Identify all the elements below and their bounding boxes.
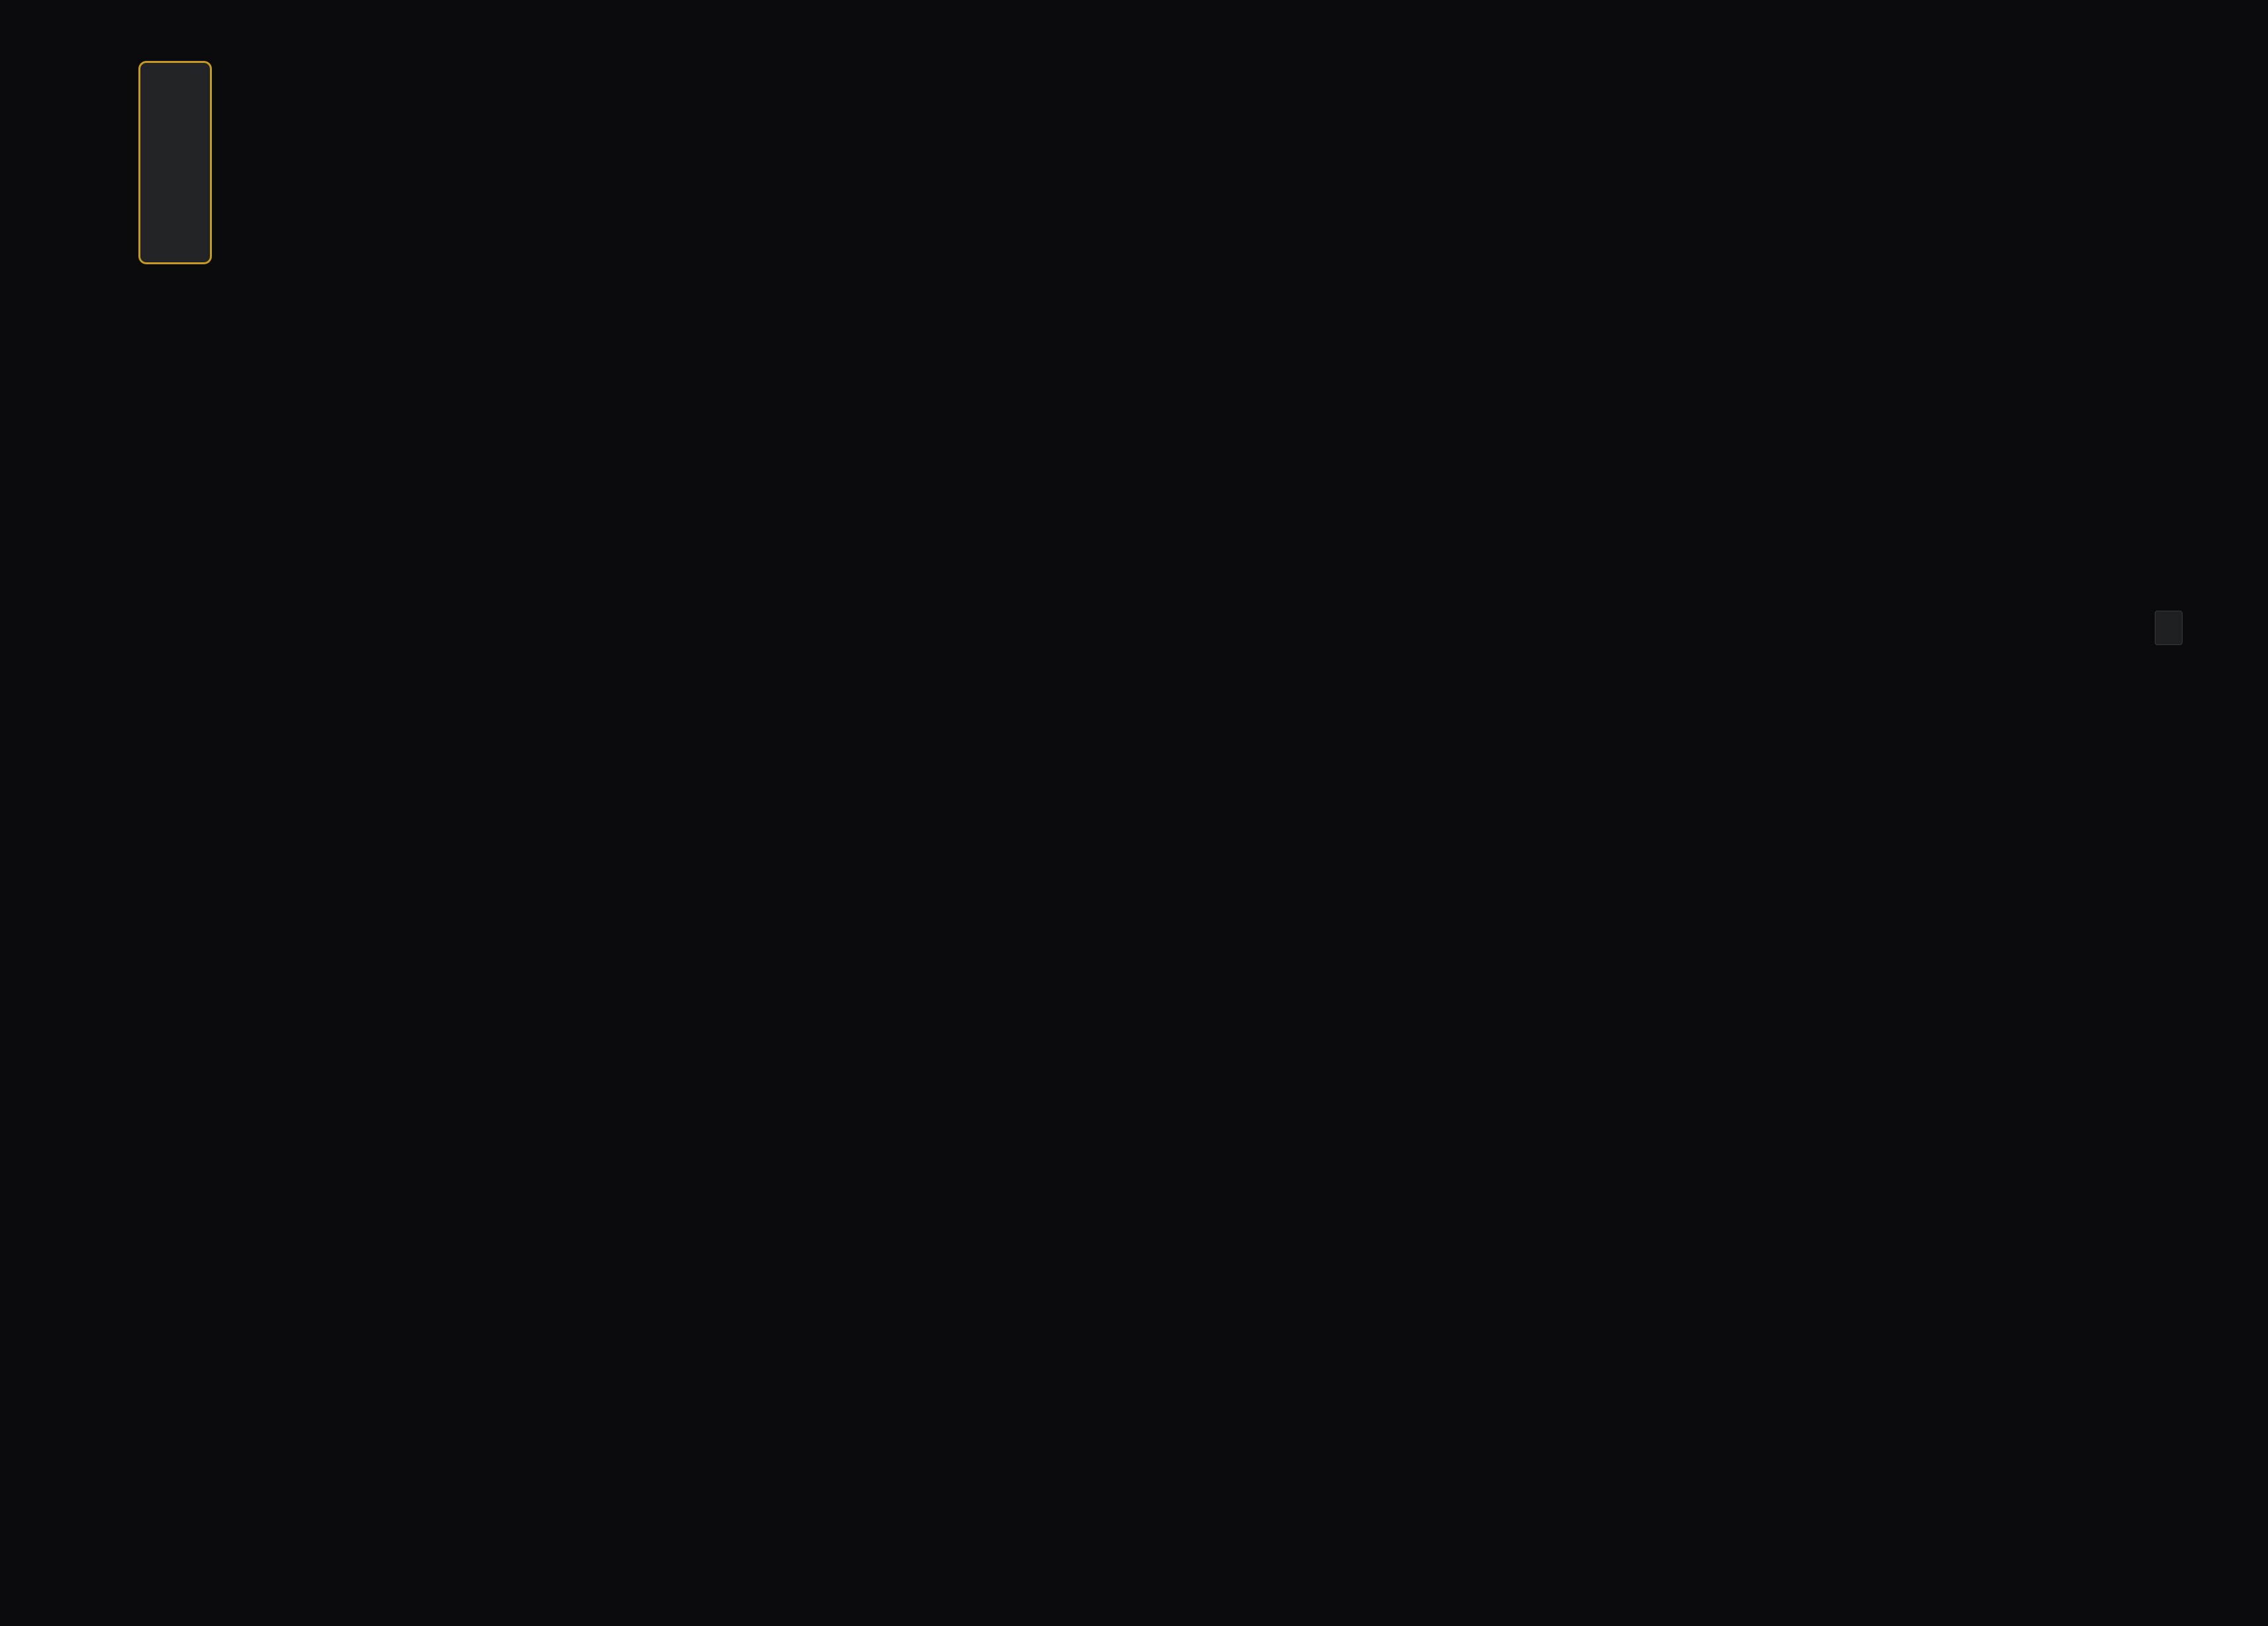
trades-axis-title xyxy=(101,656,127,921)
price-axis-title xyxy=(25,183,51,448)
drawdown-axis-title xyxy=(2237,1127,2263,1392)
trades-legend xyxy=(2155,611,2183,645)
stats-box xyxy=(138,61,213,264)
equity-axis-title xyxy=(25,1127,51,1392)
